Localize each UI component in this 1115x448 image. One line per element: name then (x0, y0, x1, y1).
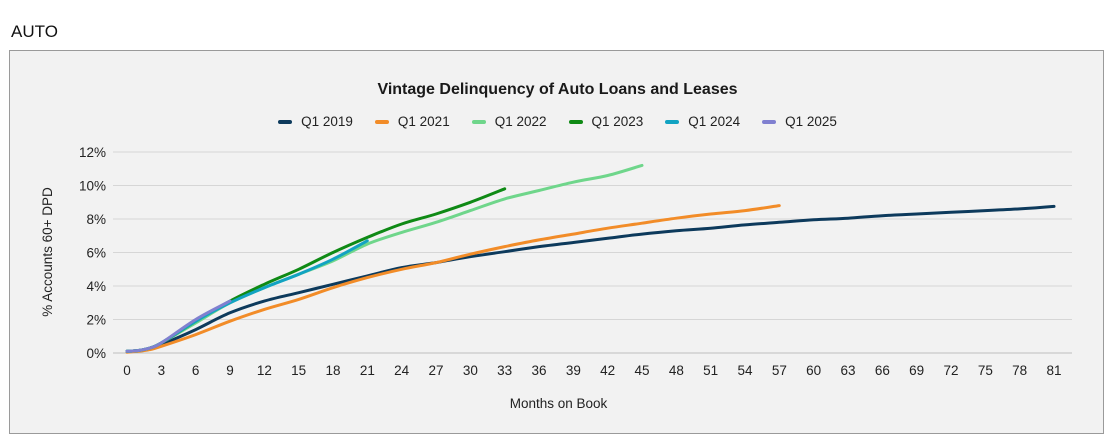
legend-label: Q1 2023 (591, 114, 644, 129)
y-tick-label: 10% (79, 179, 106, 194)
series-line-q1-2025 (125, 299, 232, 353)
legend-item: Q1 2019 (278, 114, 353, 129)
y-tick-label: 8% (86, 212, 106, 227)
y-tick-label: 12% (79, 145, 106, 160)
legend-swatch (374, 119, 389, 124)
chart-legend: Q1 2019 Q1 2021 Q1 2022 Q1 2023 Q1 2024 Q1 20… (0, 114, 1115, 129)
legend-label: Q1 2022 (494, 114, 547, 129)
series-line-q1-2024 (125, 239, 369, 353)
x-tick-label: 15 (291, 363, 306, 378)
x-tick-label: 57 (772, 363, 787, 378)
x-tick-label: 60 (806, 363, 821, 378)
x-axis-title: Months on Book (510, 396, 608, 411)
legend-swatch (278, 119, 293, 124)
x-tick-label: 21 (360, 363, 375, 378)
legend-label: Q1 2021 (397, 114, 450, 129)
x-tick-label: 9 (226, 363, 234, 378)
y-tick-label: 4% (86, 279, 106, 294)
x-tick-label: 48 (669, 363, 684, 378)
x-tick-label: 36 (531, 363, 546, 378)
legend-swatch (665, 119, 680, 124)
x-tick-label: 42 (600, 363, 615, 378)
x-tick-label: 81 (1046, 363, 1061, 378)
x-tick-label: 72 (943, 363, 958, 378)
y-tick-label: 2% (86, 313, 106, 328)
legend-label: Q1 2025 (785, 114, 837, 129)
x-tick-label: 75 (978, 363, 993, 378)
section-label: AUTO (11, 22, 58, 41)
y-tick-label: 6% (86, 246, 106, 261)
legend-item: Q1 2025 (762, 114, 837, 129)
x-tick-label: 18 (325, 363, 340, 378)
x-tick-label: 54 (737, 363, 753, 378)
legend-label: Q1 2019 (301, 114, 353, 129)
legend-item: Q1 2023 (568, 114, 644, 129)
x-tick-label: 24 (394, 363, 410, 378)
legend-item: Q1 2022 (471, 114, 547, 129)
legend-swatch (762, 119, 777, 124)
x-tick-label: 39 (566, 363, 581, 378)
chart-title: Vintage Delinquency of Auto Loans and Le… (377, 81, 738, 98)
series-line-q1-2022 (125, 163, 644, 353)
legend-item: Q1 2021 (374, 114, 450, 129)
x-tick-label: 51 (703, 363, 718, 378)
x-tick-label: 6 (192, 363, 200, 378)
x-tick-label: 66 (875, 363, 890, 378)
legend-swatch (568, 119, 583, 124)
x-tick-label: 3 (158, 363, 166, 378)
chart-panel (9, 50, 1104, 434)
x-tick-label: 0 (123, 363, 131, 378)
legend-label: Q1 2024 (688, 114, 741, 129)
x-tick-label: 12 (257, 363, 272, 378)
series-line-q1-2019 (125, 204, 1056, 353)
legend-item: Q1 2024 (665, 114, 740, 129)
y-axis-title: % Accounts 60+ DPD (40, 187, 55, 317)
legend-swatch (471, 119, 486, 124)
series-line-q1-2021 (125, 204, 781, 354)
x-tick-label: 78 (1012, 363, 1027, 378)
x-tick-label: 33 (497, 363, 512, 378)
x-tick-label: 27 (428, 363, 443, 378)
x-tick-label: 69 (909, 363, 924, 378)
x-tick-label: 30 (463, 363, 478, 378)
y-tick-label: 0% (86, 346, 106, 361)
x-tick-label: 45 (634, 363, 649, 378)
x-tick-label: 63 (840, 363, 855, 378)
